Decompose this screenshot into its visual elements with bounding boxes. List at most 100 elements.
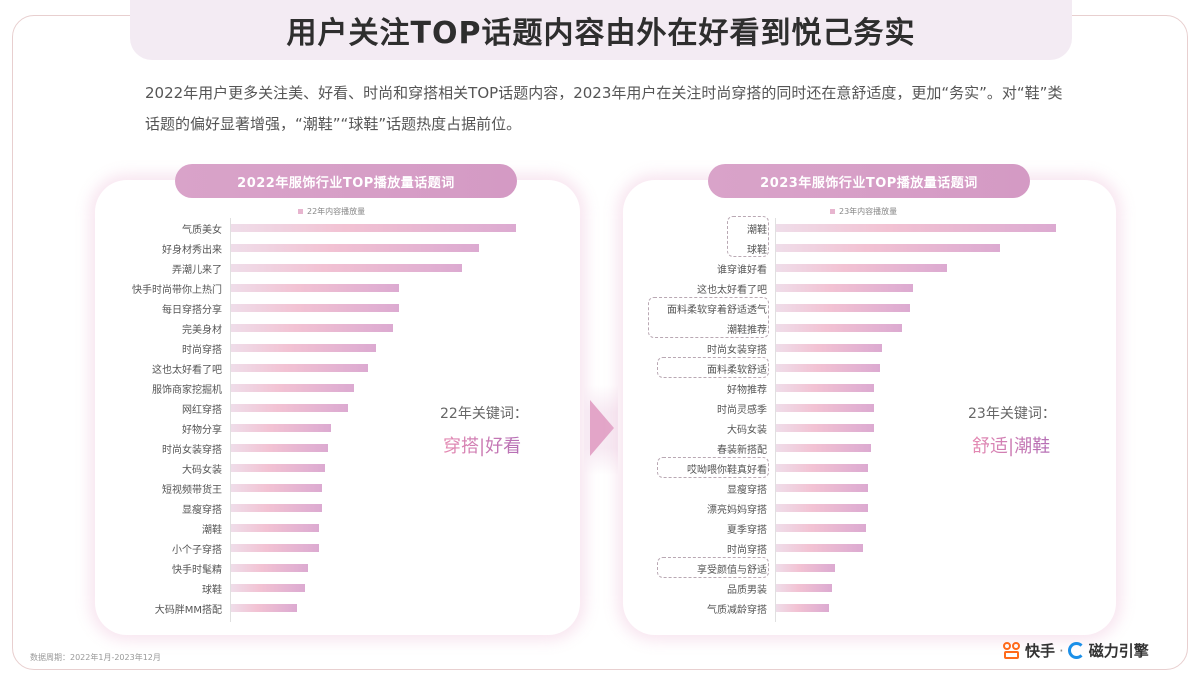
bar-label: 显瘦穿搭 xyxy=(727,484,767,496)
keyword-value-2023: 舒适|潮鞋 xyxy=(972,432,1050,458)
title-banner: 用户关注TOP话题内容由外在好看到悦己务实 xyxy=(130,0,1072,60)
bar-label: 品质男装 xyxy=(727,584,767,596)
bar xyxy=(231,404,348,412)
bar-row: 弄潮儿来了 xyxy=(100,258,530,278)
bar xyxy=(231,364,368,372)
bar-row: 大码女装 xyxy=(645,418,1075,438)
bar xyxy=(231,504,323,512)
bar-row: 服饰商家挖掘机 xyxy=(100,378,530,398)
bar-row: 谁穿谁好看 xyxy=(645,258,1075,278)
bar-label: 快手时髦精 xyxy=(172,564,222,576)
bar xyxy=(776,344,883,352)
bar xyxy=(231,524,320,532)
bar-label: 时尚灵感季 xyxy=(717,404,767,416)
bar xyxy=(776,504,869,512)
bar xyxy=(776,264,947,272)
bar-label: 享受颜值与舒适 xyxy=(697,564,767,576)
bar xyxy=(776,224,1056,232)
bar xyxy=(231,604,297,612)
bar-row: 潮鞋推荐 xyxy=(645,318,1075,338)
panel-header-2023: 2023年服饰行业TOP播放量话题词 xyxy=(708,164,1030,198)
bar-label: 时尚女装穿搭 xyxy=(162,444,222,456)
legend-2023: 23年内容播放量 xyxy=(830,206,897,217)
bar-row: 网红穿搭 xyxy=(100,398,530,418)
bar xyxy=(231,324,394,332)
chart-axis-line xyxy=(230,218,231,622)
bar-row: 品质男装 xyxy=(645,578,1075,598)
bar-label: 气质减龄穿搭 xyxy=(707,604,767,616)
bar-label: 完美身材 xyxy=(182,324,222,336)
bar-label: 谁穿谁好看 xyxy=(717,264,767,276)
bar-label: 短视频带货王 xyxy=(162,484,222,496)
bar-row: 面料柔软舒适 xyxy=(645,358,1075,378)
bar-row: 小个子穿搭 xyxy=(100,538,530,558)
legend-swatch xyxy=(830,209,835,214)
bar-row: 好身材秀出来 xyxy=(100,238,530,258)
highlight-box-nice-shoes xyxy=(657,457,769,478)
bar xyxy=(776,404,874,412)
bar xyxy=(231,564,308,572)
bar xyxy=(231,484,323,492)
legend-swatch xyxy=(298,209,303,214)
bar-label: 漂亮妈妈穿搭 xyxy=(707,504,767,516)
bar-label: 夏季穿搭 xyxy=(727,524,767,536)
bar-row: 显瘦穿搭 xyxy=(645,478,1075,498)
bar-row: 漂亮妈妈穿搭 xyxy=(645,498,1075,518)
bar-label: 大码女装 xyxy=(182,464,222,476)
keyword-value-2022: 穿搭|好看 xyxy=(443,432,521,458)
bar-label: 时尚穿搭 xyxy=(727,544,767,556)
bar xyxy=(776,584,832,592)
bar xyxy=(231,284,400,292)
bar xyxy=(776,244,1000,252)
bar xyxy=(776,564,835,572)
bar-row: 夏季穿搭 xyxy=(645,518,1075,538)
cili-brand-text: 磁力引擎 xyxy=(1088,642,1149,660)
bar xyxy=(231,584,306,592)
bar xyxy=(231,304,400,312)
bar xyxy=(776,464,869,472)
bar-row: 球鞋 xyxy=(645,238,1075,258)
bar-row: 时尚女装穿搭 xyxy=(645,338,1075,358)
bar-label: 好物分享 xyxy=(182,424,222,436)
bar xyxy=(231,544,320,552)
brand-logos: 快手 · 磁力引擎 xyxy=(1003,640,1149,661)
bar-row: 潮鞋 xyxy=(645,218,1075,238)
bar-label: 每日穿搭分享 xyxy=(162,304,222,316)
chart-axis-line xyxy=(775,218,776,622)
bar-label: 球鞋 xyxy=(747,244,767,256)
bar-row: 每日穿搭分享 xyxy=(100,298,530,318)
bar xyxy=(231,344,377,352)
bar-label: 大码胖MM搭配 xyxy=(154,604,222,616)
bar-label: 这也太好看了吧 xyxy=(152,364,222,376)
bar-chart-2022: 气质美女 好身材秀出来 弄潮儿来了 快手时尚带你上热门 每日穿搭分享 完美身材 时尚穿搭 这也… xyxy=(100,218,530,628)
legend-label: 22年内容播放量 xyxy=(307,207,366,216)
bar-row: 时尚穿搭 xyxy=(645,538,1075,558)
bar-label: 气质美女 xyxy=(182,224,222,236)
bar-label: 球鞋 xyxy=(202,584,222,596)
bar-row: 面料柔软穿着舒适透气 xyxy=(645,298,1075,318)
bar-label: 潮鞋 xyxy=(747,224,767,236)
bar xyxy=(776,384,874,392)
bar xyxy=(776,524,866,532)
kuaishou-logo-icon xyxy=(1003,641,1021,660)
legend-label: 23年内容播放量 xyxy=(839,207,898,216)
data-source-note: 数据周期：2022年1月-2023年12月 xyxy=(30,653,161,662)
bar xyxy=(231,244,479,252)
highlight-box-looks-comfort xyxy=(657,557,769,578)
bar-chart-2023: 潮鞋 球鞋 谁穿谁好看 这也太好看了吧 面料柔软穿着舒适透气 潮鞋推荐 时尚女装穿搭 面料柔软… xyxy=(645,218,1075,628)
keyword-caption-2023: 23年关键词： xyxy=(968,406,1056,422)
bar-row: 时尚灵感季 xyxy=(645,398,1075,418)
bar-row: 显瘦穿搭 xyxy=(100,498,530,518)
bar-label: 哎呦喂你鞋真好看 xyxy=(687,464,767,476)
bar-label: 时尚穿搭 xyxy=(182,344,222,356)
bar xyxy=(231,264,462,272)
bar-row: 气质减龄穿搭 xyxy=(645,598,1075,618)
bar-row: 春装新搭配 xyxy=(645,438,1075,458)
bar xyxy=(776,284,914,292)
bar-row: 大码女装 xyxy=(100,458,530,478)
bar-label: 小个子穿搭 xyxy=(172,544,222,556)
bar-row: 时尚女装穿搭 xyxy=(100,438,530,458)
bar xyxy=(776,544,863,552)
bar-label: 春装新搭配 xyxy=(717,444,767,456)
keyword-caption-2022: 22年关键词： xyxy=(440,406,528,422)
